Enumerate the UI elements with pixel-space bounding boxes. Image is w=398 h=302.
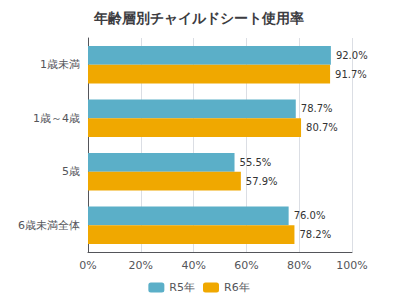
svg-text:100%: 100% xyxy=(336,259,367,272)
svg-text:40%: 40% xyxy=(181,259,205,272)
svg-text:年齢層別チャイルドシート使用率: 年齢層別チャイルドシート使用率 xyxy=(93,10,304,26)
svg-text:5歳: 5歳 xyxy=(62,165,80,178)
svg-text:55.5%: 55.5% xyxy=(240,157,272,168)
svg-text:1歳未満: 1歳未満 xyxy=(40,58,80,71)
svg-text:R6年: R6年 xyxy=(224,281,250,294)
svg-text:R5年: R5年 xyxy=(169,281,195,294)
svg-text:92.0%: 92.0% xyxy=(336,50,368,61)
svg-text:1歳～4歳: 1歳～4歳 xyxy=(33,112,80,125)
svg-text:91.7%: 91.7% xyxy=(335,69,367,80)
svg-text:78.7%: 78.7% xyxy=(301,103,333,114)
svg-text:20%: 20% xyxy=(129,259,153,272)
svg-text:80.7%: 80.7% xyxy=(306,122,338,133)
svg-text:6歳未満全体: 6歳未満全体 xyxy=(18,219,80,232)
svg-text:78.2%: 78.2% xyxy=(299,229,331,240)
svg-text:57.9%: 57.9% xyxy=(246,176,278,187)
svg-text:76.0%: 76.0% xyxy=(294,210,326,221)
svg-text:0%: 0% xyxy=(79,259,96,272)
svg-text:60%: 60% xyxy=(234,259,258,272)
svg-text:80%: 80% xyxy=(287,259,311,272)
